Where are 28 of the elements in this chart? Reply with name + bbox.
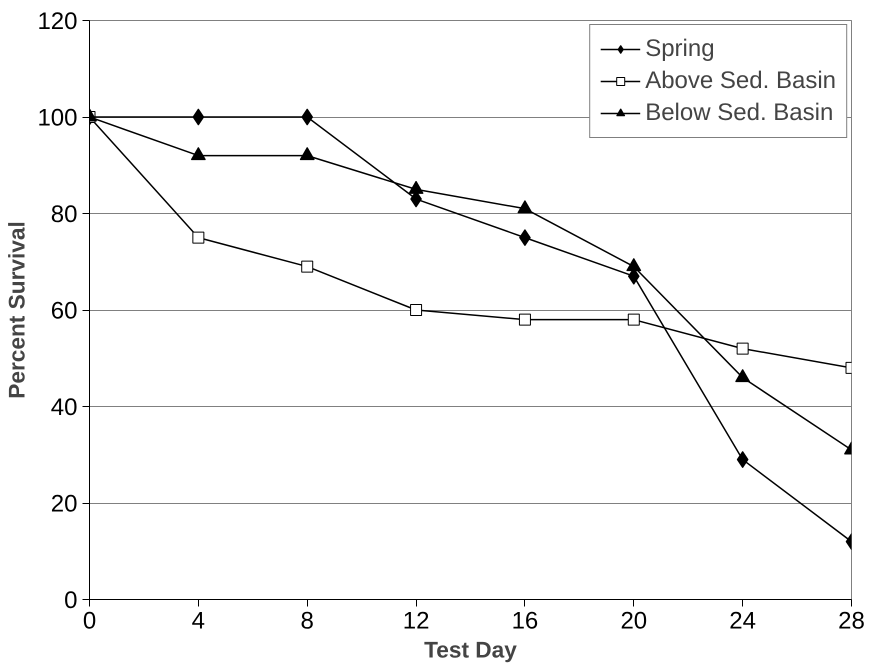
x-tick-label: 8 — [300, 608, 314, 634]
y-tick-label: 60 — [50, 298, 78, 324]
point — [410, 304, 422, 316]
point — [628, 314, 640, 326]
legend-label: Above Sed. Basin — [645, 67, 836, 95]
y-tick-label: 100 — [37, 104, 78, 132]
y-tick-label: 80 — [50, 201, 78, 228]
x-axis-title: Test Day — [424, 636, 518, 662]
legend-label: Below Sed. Basin — [645, 99, 834, 127]
x-tick-label: 28 — [838, 608, 865, 634]
legend-label: Spring — [645, 35, 715, 63]
point — [301, 260, 314, 273]
y-tick-label: 40 — [50, 394, 78, 421]
y-tick-label: 120 — [37, 8, 78, 35]
x-tick-label: 4 — [192, 608, 206, 634]
x-tick-label: 0 — [82, 608, 96, 634]
x-tick-label: 16 — [512, 608, 538, 634]
x-tick-label: 20 — [620, 608, 648, 634]
x-tick-label: 24 — [729, 608, 756, 634]
point — [301, 108, 314, 126]
y-tick-label: 20 — [50, 490, 78, 518]
point — [192, 232, 204, 244]
y-tick-label: 0 — [64, 587, 78, 614]
x-tick-label: 12 — [402, 608, 430, 634]
point — [518, 314, 531, 326]
y-axis-title: Percent Survival — [3, 221, 30, 399]
point — [736, 342, 749, 355]
point — [192, 108, 204, 126]
